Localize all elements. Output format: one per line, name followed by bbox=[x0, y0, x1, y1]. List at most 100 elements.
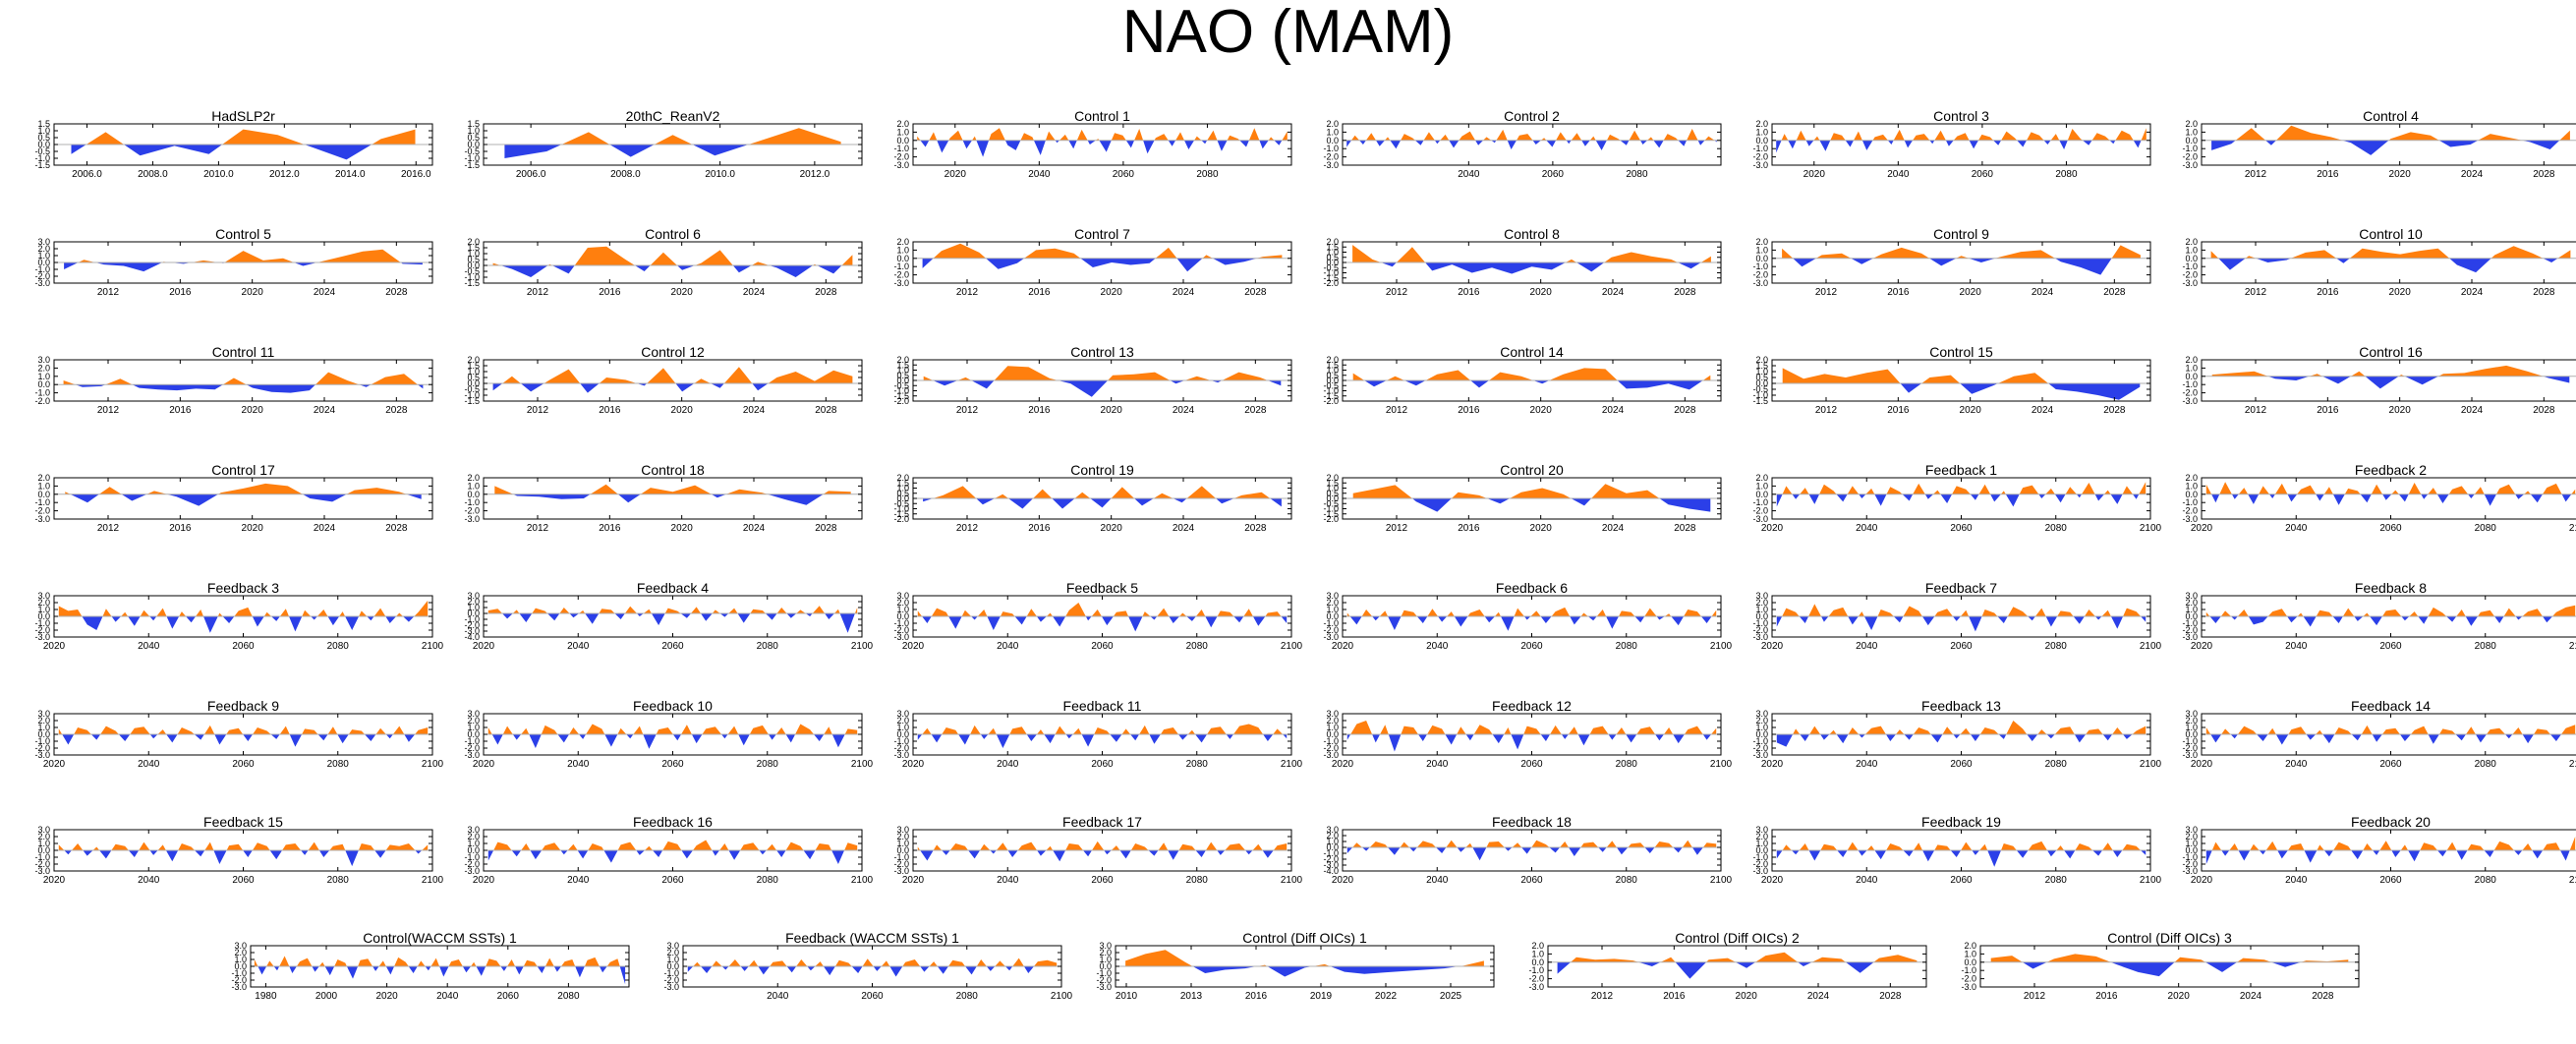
x-tick-label: 2100 bbox=[851, 759, 874, 770]
axes-frame bbox=[53, 359, 433, 402]
chart-panel: Feedback 4 3.0 2.0 1.0 0.0 -1.0 -2.0 -3.0 -4.0 20… bbox=[464, 580, 873, 655]
negative-anomaly-area bbox=[58, 616, 429, 633]
x-tick-label: 2040 bbox=[567, 759, 590, 770]
y-tick-label: 1.0 bbox=[1531, 949, 1544, 958]
x-tick-label: 2024 bbox=[1602, 523, 1625, 534]
negative-anomaly-area bbox=[1782, 258, 2141, 275]
y-tick-label: 1.0 bbox=[1755, 127, 1768, 137]
x-tick-label: 2012 bbox=[1386, 405, 1408, 416]
x-tick-label: 2080 bbox=[1616, 875, 1638, 886]
x-tick-label: 2020 bbox=[902, 759, 925, 770]
x-tick-label: 2014.0 bbox=[335, 169, 366, 180]
y-tick-label: 0.0 bbox=[2185, 254, 2198, 263]
y-tick-label: 2.0 bbox=[1326, 831, 1339, 841]
x-tick-label: 2016 bbox=[1458, 523, 1480, 534]
chart-title: Control 16 bbox=[2359, 344, 2423, 360]
x-tick-label: 2020 bbox=[2191, 523, 2213, 534]
y-tick-label: -3.0 bbox=[1752, 750, 1768, 760]
y-tick-label: 3.0 bbox=[37, 825, 50, 835]
chart-svg: 3.02.01.00.0-1.0-2.0-3.0 1980 2000 2020 2040… bbox=[231, 941, 630, 1002]
x-tick-label: 2020 bbox=[1101, 287, 1123, 298]
y-tick-label: -1.0 bbox=[1752, 736, 1768, 746]
chart-title: Feedback 5 bbox=[1065, 580, 1139, 596]
positive-anomaly-area bbox=[58, 841, 429, 850]
x-tick-label: 2020 bbox=[473, 875, 495, 886]
x-tick-label: 2040 bbox=[767, 991, 789, 1002]
y-tick-label: 2.0 bbox=[1755, 237, 1768, 247]
chart-title: Control (Diff OICs) 1 bbox=[1242, 930, 1367, 946]
positive-anomaly-area bbox=[58, 600, 429, 616]
y-tick-label: -2.0 bbox=[231, 975, 247, 985]
chart-svg: 2.01.00.0-1.0-2.0-3.0 2012 2016 2020 2024 202… bbox=[1528, 941, 1927, 1002]
x-tick-label: 2020 bbox=[1960, 287, 1982, 298]
x-tick-label: 2100 bbox=[1051, 991, 1073, 1002]
chart-svg: 3.02.01.00.0-1.0-2.0-3.0 2040 2060 2080 2100 bbox=[663, 941, 1072, 1002]
y-tick-label: -2.0 bbox=[1323, 278, 1339, 288]
x-tick-label: 2040 bbox=[1426, 875, 1449, 886]
x-tick-label: 2010 bbox=[1116, 991, 1138, 1002]
y-tick-label: 0.0 bbox=[37, 845, 50, 855]
y-tick-label: 2.0 bbox=[896, 473, 909, 483]
axes-frame bbox=[912, 123, 1292, 166]
y-tick-label: -3.0 bbox=[2182, 278, 2198, 288]
y-tick-label: -1.0 bbox=[2182, 497, 2198, 507]
chart-title: Control 20 bbox=[1500, 462, 1564, 478]
chart-title: Control 14 bbox=[1500, 344, 1564, 360]
x-tick-label: 2020 bbox=[2191, 759, 2213, 770]
x-tick-label: 2060 bbox=[1520, 875, 1543, 886]
chart-title: Feedback 1 bbox=[1924, 462, 1998, 478]
negative-anomaly-area bbox=[71, 145, 416, 160]
x-tick-label: 2016.0 bbox=[401, 169, 431, 180]
y-tick-label: -1.0 bbox=[1528, 965, 1544, 975]
negative-anomaly-area bbox=[2210, 258, 2571, 273]
y-tick-label: -0.5 bbox=[893, 380, 909, 390]
y-tick-label: -1.5 bbox=[893, 509, 909, 519]
x-tick-label: 2060 bbox=[1520, 759, 1543, 770]
y-tick-label: -1.0 bbox=[1323, 386, 1339, 396]
chart-panel: Feedback (WACCM SSTs) 1 3.0 2.0 1.0 0.0 -1.0-… bbox=[663, 930, 1072, 1005]
positive-anomaly-area bbox=[492, 367, 853, 383]
x-tick-label: 2020 bbox=[1736, 991, 1758, 1002]
positive-anomaly-area bbox=[1776, 841, 2147, 850]
x-tick-label: 2020 bbox=[1761, 523, 1784, 534]
x-tick-label: 2020 bbox=[2389, 405, 2412, 416]
x-tick-label: 2016 bbox=[1458, 405, 1480, 416]
x-tick-label: 2024 bbox=[1173, 287, 1195, 298]
y-tick-label: 3.0 bbox=[896, 709, 909, 719]
positive-anomaly-area bbox=[2211, 365, 2570, 377]
y-tick-label: -2.0 bbox=[1323, 743, 1339, 753]
y-tick-label: 1.0 bbox=[2185, 723, 2198, 732]
x-tick-label: 2016 bbox=[1887, 405, 1910, 416]
positive-anomaly-area bbox=[58, 725, 429, 734]
y-tick-label: -2.0 bbox=[893, 514, 909, 524]
x-tick-label: 2020 bbox=[1332, 641, 1354, 652]
chart-panel: Control (Diff OICs) 1 3.0 2.0 1.0 0.0 -1.0 -2.… bbox=[1096, 930, 1495, 1005]
x-tick-label: 2024 bbox=[314, 287, 336, 298]
y-tick-label: -1.0 bbox=[34, 497, 50, 507]
positive-anomaly-area bbox=[1776, 604, 2147, 616]
negative-anomaly-area bbox=[2205, 493, 2576, 506]
x-tick-label: 2060 bbox=[2379, 523, 2402, 534]
x-tick-label: 2016 bbox=[1245, 991, 1268, 1002]
y-tick-label: -3.0 bbox=[231, 982, 247, 992]
x-tick-label: 2100 bbox=[2140, 523, 2162, 534]
axes-frame bbox=[483, 241, 863, 284]
chart-svg: 3.02.01.00.0-1.0-2.0 2012 2016 2020 2024 2028 bbox=[34, 355, 433, 416]
y-tick-label: 1.5 bbox=[467, 243, 480, 253]
x-tick-label: 2012.0 bbox=[269, 169, 300, 180]
x-tick-label: 2028 bbox=[2103, 405, 2126, 416]
y-tick-label: -1.0 bbox=[2182, 261, 2198, 271]
x-tick-label: 2100 bbox=[2569, 523, 2576, 534]
y-tick-label: 1.0 bbox=[896, 839, 909, 848]
positive-anomaly-area bbox=[1776, 721, 2147, 734]
y-tick-label: 2.0 bbox=[2185, 237, 2198, 247]
negative-anomaly-area bbox=[494, 493, 851, 505]
y-tick-label: 0.0 bbox=[1099, 961, 1112, 971]
y-tick-label: -2.0 bbox=[34, 859, 50, 869]
y-tick-label: 1.0 bbox=[467, 126, 480, 136]
y-tick-label: 3.0 bbox=[467, 591, 480, 601]
x-tick-label: 2040 bbox=[1426, 759, 1449, 770]
x-tick-label: 2020 bbox=[2389, 169, 2412, 180]
